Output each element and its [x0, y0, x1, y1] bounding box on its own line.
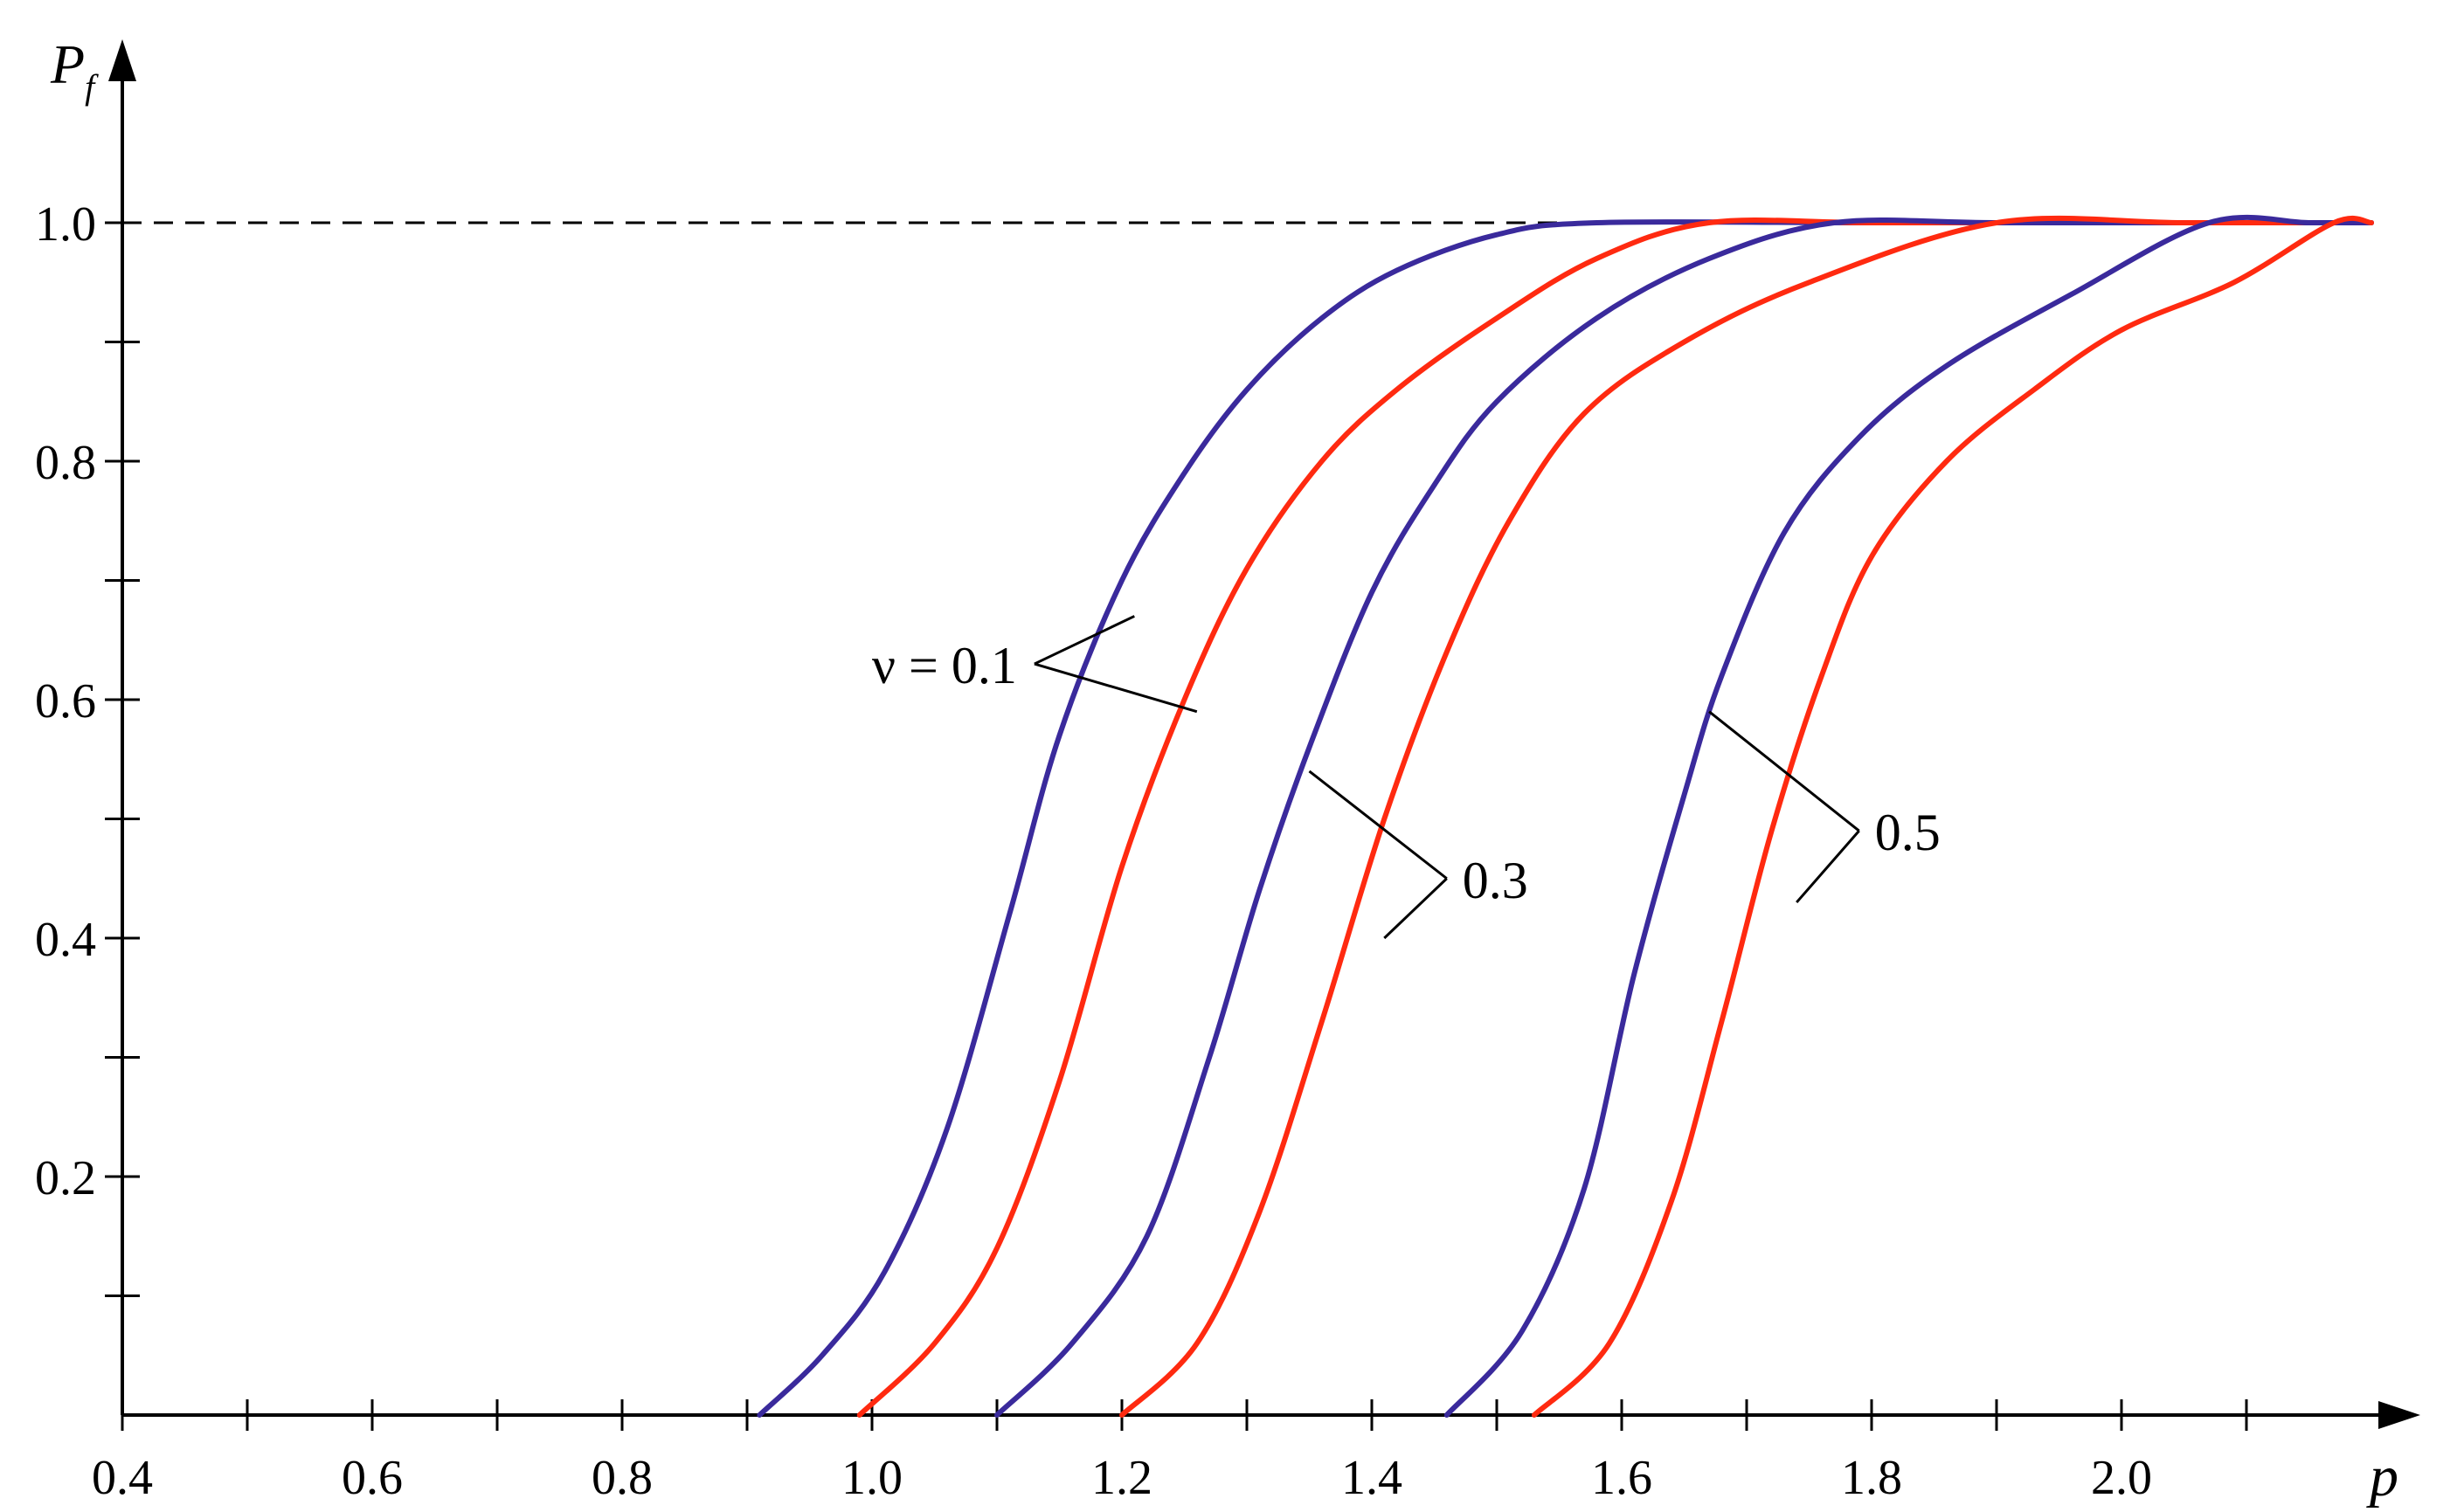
x-tick-label: 1.0: [841, 1451, 903, 1505]
annotation-label-3: 0.5: [1875, 804, 1941, 861]
y-tick-label: 0.4: [35, 913, 96, 967]
annotation-leader-line: [1034, 615, 1135, 666]
series-line-4-red: [1119, 215, 2374, 1418]
axis-labels: Pf p: [50, 33, 2398, 1509]
y-axis-label-subscript: f: [85, 67, 99, 107]
x-axis-arrow-icon: [2378, 1401, 2420, 1429]
y-tick-label: 0.6: [35, 674, 96, 728]
series-line-3-blue: [994, 217, 2374, 1418]
y-tick-label: 0.2: [35, 1151, 96, 1205]
x-tick-label: 0.4: [92, 1451, 153, 1505]
x-tick-label: 1.4: [1341, 1451, 1402, 1505]
annotation-label-2: 0.3: [1463, 852, 1528, 909]
y-tick-label: 0.8: [35, 436, 96, 490]
annotation-leader-line: [1708, 710, 1860, 832]
annotation-leader-line: [1383, 877, 1448, 940]
series-layer: [757, 214, 2374, 1418]
y-axis-label: Pf: [50, 33, 99, 107]
annotation-leader-line: [1308, 770, 1448, 880]
y-tick-label: 1.0: [35, 197, 96, 252]
series-line-6-red: [1531, 215, 2374, 1418]
x-tick-label: 1.6: [1591, 1451, 1652, 1505]
series-line-5-blue: [1443, 214, 2374, 1418]
annotation-label-1: ν = 0.1: [872, 637, 1017, 694]
y-axis-label-main: P: [50, 33, 85, 95]
x-tick-label: 0.8: [592, 1451, 653, 1505]
series-line-2-red: [856, 217, 2374, 1418]
annotation-leader-line: [1034, 662, 1198, 714]
x-tick-label: 0.6: [342, 1451, 403, 1505]
annotation-leader-line: [1796, 830, 1860, 904]
x-tick-label: 1.8: [1841, 1451, 1902, 1505]
y-axis-arrow-icon: [108, 39, 136, 81]
axes: 0.4 0.6 0.8 1.0 1.2 1.4 1.6 1.8 2.0 0.2 0.4 0.6 0.8 1…: [35, 39, 2420, 1505]
x-axis-label: p: [2366, 1445, 2398, 1509]
x-tick-label: 2.0: [2091, 1451, 2152, 1505]
x-tick-label: 1.2: [1091, 1451, 1152, 1505]
annotations: ν = 0.1 0.3 0.5: [872, 615, 1941, 940]
